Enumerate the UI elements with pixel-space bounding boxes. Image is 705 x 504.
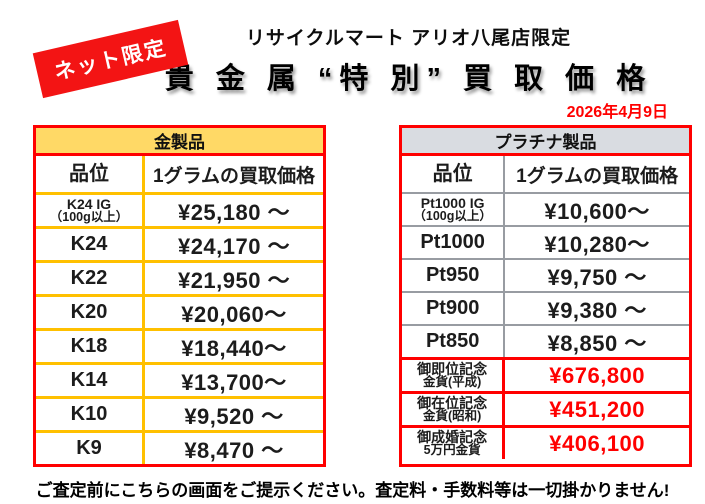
table-row: K24 IG （100g以上） ¥25,180 ～ <box>36 192 323 226</box>
price-value: ¥451,200 <box>549 396 646 422</box>
grade-cell: K20 <box>36 297 146 328</box>
table-row-commemorative: 御在位記念 金貨(昭和) ¥451,200 <box>402 391 689 425</box>
grade-sublabel: 5万円金貨 <box>423 443 481 458</box>
grade-label: 御即位記念 <box>417 360 488 377</box>
table-row: K9 ¥8,470 ～ <box>36 430 323 464</box>
grade-label: K14 <box>70 369 108 391</box>
grade-label: 御在位記念 <box>417 394 488 411</box>
price-value: ¥20,060～ <box>181 301 287 327</box>
grade-cell: Pt1000 <box>402 227 506 258</box>
platinum-table: プラチナ製品 品位 1グラムの買取価格 Pt1000 IG （100g以上） ¥… <box>399 125 692 467</box>
store-subtitle: リサイクルマート アリオ八尾店限定 <box>245 28 572 49</box>
grade-cell: Pt900 <box>402 293 506 324</box>
grade-label: Pt1000 <box>420 231 485 253</box>
table-row: Pt950 ¥9,750 ～ <box>402 258 689 291</box>
price-value: ¥9,750 ～ <box>547 264 647 290</box>
grade-cell: K10 <box>36 399 146 430</box>
table-header-row: 品位 1グラムの買取価格 <box>36 156 323 192</box>
grade-sublabel: （100g以上） <box>413 209 492 224</box>
price-tables: 金製品 品位 1グラムの買取価格 K24 IG （100g以上） ¥25,180… <box>33 125 705 467</box>
grade-label: K24 <box>70 233 108 255</box>
grade-label: Pt900 <box>425 297 480 319</box>
platinum-table-title: プラチナ製品 <box>402 128 689 156</box>
grade-cell: 御在位記念 金貨(昭和) <box>402 394 506 425</box>
price-date: 2026年4月9日 <box>566 104 668 121</box>
grade-sublabel: （100g以上） <box>49 210 129 225</box>
price-value: ¥18,440～ <box>181 335 287 361</box>
table-row: K22 ¥21,950 ～ <box>36 260 323 294</box>
notice-text: ご査定前にこちらの画面をご提示ください。査定料・手数料等は一切掛かりません! <box>35 481 670 500</box>
grade-cell: Pt850 <box>402 326 506 357</box>
grade-label: Pt850 <box>425 330 480 352</box>
price-value: ¥406,100 <box>549 430 646 456</box>
column-header-price: 1グラムの買取価格 <box>516 165 679 187</box>
grade-label: 御成婚記念 <box>417 428 488 445</box>
table-row: K14 ¥13,700～ <box>36 362 323 396</box>
price-value: ¥9,380 ～ <box>547 297 647 323</box>
price-value: ¥9,520 ～ <box>184 403 284 429</box>
price-value: ¥25,180 ～ <box>177 199 291 225</box>
column-header-grade: 品位 <box>36 156 146 192</box>
table-row-commemorative: 御成婚記念 5万円金貨 ¥406,100 <box>402 425 689 459</box>
grade-cell: K22 <box>36 263 146 294</box>
table-row: K10 ¥9,520 ～ <box>36 396 323 430</box>
price-value: ¥10,280～ <box>544 231 650 257</box>
price-value: ¥676,800 <box>549 362 646 388</box>
price-value: ¥21,950 ～ <box>177 267 291 293</box>
price-value: ¥8,850 ～ <box>547 330 647 356</box>
grade-label: Pt1000 IG <box>420 194 485 211</box>
grade-sublabel: 金貨(昭和) <box>422 409 482 424</box>
grade-label: K20 <box>70 301 108 323</box>
grade-label: K18 <box>70 335 108 357</box>
header: リサイクルマート アリオ八尾店限定 貴 金 属 “特 別” 買 取 価 格 20… <box>112 0 705 122</box>
grade-label: K24 IG <box>66 195 112 212</box>
table-row: Pt1000 IG （100g以上） ¥10,600～ <box>402 192 689 225</box>
grade-label: Pt950 <box>425 264 480 286</box>
table-row: Pt850 ¥8,850 ～ <box>402 324 689 357</box>
grade-cell: K14 <box>36 365 146 396</box>
table-row: Pt1000 ¥10,280～ <box>402 225 689 258</box>
price-value: ¥10,600～ <box>544 198 650 224</box>
grade-cell: K24 IG （100g以上） <box>36 195 146 226</box>
table-row: K24 ¥24,170 ～ <box>36 226 323 260</box>
price-value: ¥8,470 ～ <box>184 437 284 463</box>
table-row-commemorative: 御即位記念 金貨(平成) ¥676,800 <box>402 357 689 391</box>
grade-label: K9 <box>76 437 102 459</box>
grade-label: K22 <box>70 267 108 289</box>
column-header-grade: 品位 <box>402 156 506 192</box>
price-value: ¥24,170 ～ <box>177 233 291 259</box>
price-value: ¥13,700～ <box>181 369 287 395</box>
grade-cell: 御成婚記念 5万円金貨 <box>402 428 506 459</box>
grade-label: K10 <box>70 403 108 425</box>
gold-table-title: 金製品 <box>36 128 323 156</box>
gold-table: 金製品 品位 1グラムの買取価格 K24 IG （100g以上） ¥25,180… <box>33 125 326 467</box>
table-row: Pt900 ¥9,380 ～ <box>402 291 689 324</box>
page-title: 貴 金 属 “特 別” 買 取 価 格 <box>164 63 653 95</box>
grade-cell: K9 <box>36 433 146 464</box>
table-row: K20 ¥20,060～ <box>36 294 323 328</box>
grade-cell: K18 <box>36 331 146 362</box>
table-header-row: 品位 1グラムの買取価格 <box>402 156 689 192</box>
grade-cell: 御即位記念 金貨(平成) <box>402 360 506 391</box>
grade-cell: Pt1000 IG （100g以上） <box>402 194 506 225</box>
grade-cell: Pt950 <box>402 260 506 291</box>
table-row: K18 ¥18,440～ <box>36 328 323 362</box>
column-header-price: 1グラムの買取価格 <box>153 165 316 187</box>
grade-sublabel: 金貨(平成) <box>422 375 482 390</box>
grade-cell: K24 <box>36 229 146 260</box>
